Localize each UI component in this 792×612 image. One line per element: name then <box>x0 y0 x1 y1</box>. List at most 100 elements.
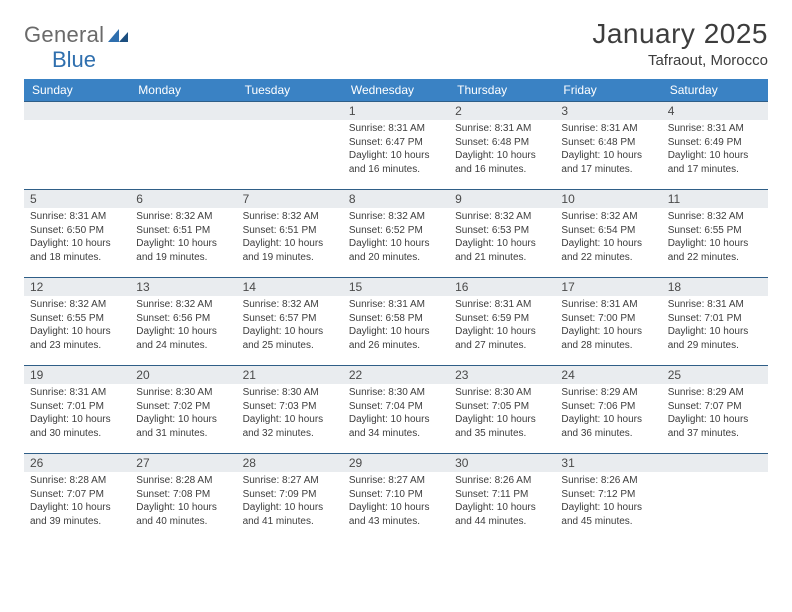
day-number: 16 <box>449 277 555 296</box>
calendar-cell: 26Sunrise: 8:28 AMSunset: 7:07 PMDayligh… <box>24 453 130 541</box>
day-number: 14 <box>237 277 343 296</box>
calendar-cell <box>662 453 768 541</box>
calendar-cell: 29Sunrise: 8:27 AMSunset: 7:10 PMDayligh… <box>343 453 449 541</box>
sunset-line: Sunset: 6:53 PM <box>455 224 549 238</box>
calendar-cell: 9Sunrise: 8:32 AMSunset: 6:53 PMDaylight… <box>449 189 555 277</box>
sun-info: Sunrise: 8:32 AMSunset: 6:55 PMDaylight:… <box>30 298 124 352</box>
daylight-line: Daylight: 10 hours and 45 minutes. <box>561 501 655 528</box>
sun-info: Sunrise: 8:30 AMSunset: 7:02 PMDaylight:… <box>136 386 230 440</box>
daylight-line: Daylight: 10 hours and 20 minutes. <box>349 237 443 264</box>
sunrise-line: Sunrise: 8:31 AM <box>349 298 443 312</box>
sunset-line: Sunset: 6:55 PM <box>30 312 124 326</box>
day-number: 13 <box>130 277 236 296</box>
day-details: Sunrise: 8:31 AMSunset: 7:00 PMDaylight:… <box>555 298 661 358</box>
daylight-line: Daylight: 10 hours and 36 minutes. <box>561 413 655 440</box>
sunrise-line: Sunrise: 8:28 AM <box>30 474 124 488</box>
sunrise-line: Sunrise: 8:32 AM <box>349 210 443 224</box>
calendar-cell: 18Sunrise: 8:31 AMSunset: 7:01 PMDayligh… <box>662 277 768 365</box>
day-number: 27 <box>130 453 236 472</box>
calendar-cell: 15Sunrise: 8:31 AMSunset: 6:58 PMDayligh… <box>343 277 449 365</box>
calendar-cell: 23Sunrise: 8:30 AMSunset: 7:05 PMDayligh… <box>449 365 555 453</box>
calendar-cell: 25Sunrise: 8:29 AMSunset: 7:07 PMDayligh… <box>662 365 768 453</box>
sunset-line: Sunset: 7:08 PM <box>136 488 230 502</box>
day-details: Sunrise: 8:31 AMSunset: 6:48 PMDaylight:… <box>449 122 555 182</box>
sun-info: Sunrise: 8:31 AMSunset: 7:01 PMDaylight:… <box>30 386 124 440</box>
sun-info: Sunrise: 8:29 AMSunset: 7:06 PMDaylight:… <box>561 386 655 440</box>
day-details: Sunrise: 8:27 AMSunset: 7:10 PMDaylight:… <box>343 474 449 534</box>
day-number: 3 <box>555 101 661 120</box>
sunrise-line: Sunrise: 8:30 AM <box>455 386 549 400</box>
sunrise-line: Sunrise: 8:26 AM <box>561 474 655 488</box>
calendar-week-row: 5Sunrise: 8:31 AMSunset: 6:50 PMDaylight… <box>24 189 768 277</box>
sun-info: Sunrise: 8:30 AMSunset: 7:05 PMDaylight:… <box>455 386 549 440</box>
logo-mark-icon <box>108 22 130 48</box>
calendar-cell: 3 Sunrise: 8:31 AMSunset: 6:48 PMDaylight… <box>555 101 661 189</box>
sunrise-line: Sunrise: 8:30 AM <box>243 386 337 400</box>
day-number: 20 <box>130 365 236 384</box>
sun-info: Sunrise: 8:32 AMSunset: 6:55 PMDaylight:… <box>668 210 762 264</box>
sun-info: Sunrise: 8:31 AMSunset: 6:49 PMDaylight:… <box>668 122 762 176</box>
sun-info: Sunrise: 8:32 AMSunset: 6:57 PMDaylight:… <box>243 298 337 352</box>
day-details: Sunrise: 8:32 AMSunset: 6:55 PMDaylight:… <box>24 298 130 358</box>
daylight-line: Daylight: 10 hours and 24 minutes. <box>136 325 230 352</box>
calendar-week-row: 12Sunrise: 8:32 AMSunset: 6:55 PMDayligh… <box>24 277 768 365</box>
sun-info: Sunrise: 8:29 AMSunset: 7:07 PMDaylight:… <box>668 386 762 440</box>
calendar-cell: 16 Sunrise: 8:31 AMSunset: 6:59 PMDayligh… <box>449 277 555 365</box>
sun-info: Sunrise: 8:31 AMSunset: 6:59 PMDaylight:… <box>455 298 549 352</box>
sunset-line: Sunset: 7:09 PM <box>243 488 337 502</box>
sunrise-line: Sunrise: 8:31 AM <box>349 122 443 136</box>
daylight-line: Daylight: 10 hours and 30 minutes. <box>30 413 124 440</box>
sunrise-line: Sunrise: 8:31 AM <box>30 386 124 400</box>
day-details: Sunrise: 8:29 AMSunset: 7:06 PMDaylight:… <box>555 386 661 446</box>
brand-logo: General <box>24 18 130 48</box>
calendar-cell: 5Sunrise: 8:31 AMSunset: 6:50 PMDaylight… <box>24 189 130 277</box>
daylight-line: Daylight: 10 hours and 34 minutes. <box>349 413 443 440</box>
sunset-line: Sunset: 7:06 PM <box>561 400 655 414</box>
sun-info: Sunrise: 8:32 AMSunset: 6:56 PMDaylight:… <box>136 298 230 352</box>
sun-info: Sunrise: 8:32 AMSunset: 6:53 PMDaylight:… <box>455 210 549 264</box>
calendar-cell: 7Sunrise: 8:32 AMSunset: 6:51 PMDaylight… <box>237 189 343 277</box>
sunset-line: Sunset: 7:04 PM <box>349 400 443 414</box>
sunrise-line: Sunrise: 8:32 AM <box>30 298 124 312</box>
sunset-line: Sunset: 7:10 PM <box>349 488 443 502</box>
sun-info: Sunrise: 8:31 AMSunset: 6:47 PMDaylight:… <box>349 122 443 176</box>
sunset-line: Sunset: 7:12 PM <box>561 488 655 502</box>
day-number: 24 <box>555 365 661 384</box>
sun-info: Sunrise: 8:26 AMSunset: 7:12 PMDaylight:… <box>561 474 655 528</box>
day-number: 17 <box>555 277 661 296</box>
logo-word-2: Blue <box>52 47 96 72</box>
calendar-body: 1 Sunrise: 8:31 AMSunset: 6:47 PMDaylight… <box>24 101 768 541</box>
calendar-cell: 19 Sunrise: 8:31 AMSunset: 7:01 PMDayligh… <box>24 365 130 453</box>
sun-info: Sunrise: 8:31 AMSunset: 6:48 PMDaylight:… <box>561 122 655 176</box>
calendar-cell <box>130 101 236 189</box>
calendar-cell: 28Sunrise: 8:27 AMSunset: 7:09 PMDayligh… <box>237 453 343 541</box>
day-number: 1 <box>343 101 449 120</box>
daylight-line: Daylight: 10 hours and 22 minutes. <box>561 237 655 264</box>
daylight-line: Daylight: 10 hours and 31 minutes. <box>136 413 230 440</box>
daylight-line: Daylight: 10 hours and 16 minutes. <box>349 149 443 176</box>
day-number: 7 <box>237 189 343 208</box>
calendar-cell: 8Sunrise: 8:32 AMSunset: 6:52 PMDaylight… <box>343 189 449 277</box>
day-number: 19 <box>24 365 130 384</box>
daylight-line: Daylight: 10 hours and 19 minutes. <box>243 237 337 264</box>
day-details: Sunrise: 8:31 AMSunset: 6:59 PMDaylight:… <box>449 298 555 358</box>
sunrise-line: Sunrise: 8:32 AM <box>136 298 230 312</box>
calendar-cell <box>24 101 130 189</box>
day-number: 21 <box>237 365 343 384</box>
sunrise-line: Sunrise: 8:30 AM <box>136 386 230 400</box>
sun-info: Sunrise: 8:31 AMSunset: 6:50 PMDaylight:… <box>30 210 124 264</box>
daylight-line: Daylight: 10 hours and 16 minutes. <box>455 149 549 176</box>
sunset-line: Sunset: 7:03 PM <box>243 400 337 414</box>
sun-info: Sunrise: 8:32 AMSunset: 6:51 PMDaylight:… <box>136 210 230 264</box>
daylight-line: Daylight: 10 hours and 17 minutes. <box>668 149 762 176</box>
sunrise-line: Sunrise: 8:31 AM <box>561 122 655 136</box>
sunrise-line: Sunrise: 8:32 AM <box>136 210 230 224</box>
sunrise-line: Sunrise: 8:27 AM <box>349 474 443 488</box>
calendar-cell: 17 Sunrise: 8:31 AMSunset: 7:00 PMDayligh… <box>555 277 661 365</box>
sunset-line: Sunset: 6:51 PM <box>136 224 230 238</box>
day-number: 30 <box>449 453 555 472</box>
day-details: Sunrise: 8:32 AMSunset: 6:53 PMDaylight:… <box>449 210 555 270</box>
sunset-line: Sunset: 6:56 PM <box>136 312 230 326</box>
sunrise-line: Sunrise: 8:31 AM <box>668 122 762 136</box>
weekday-header: Wednesday <box>343 79 449 101</box>
